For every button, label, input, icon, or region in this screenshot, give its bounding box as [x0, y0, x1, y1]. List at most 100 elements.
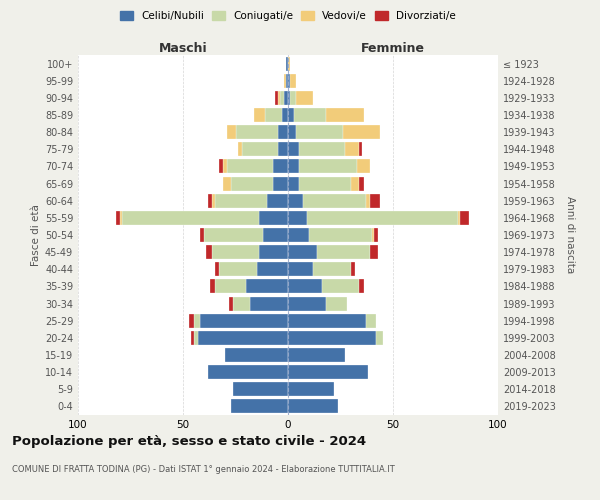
Bar [227, 125, 235, 139]
Bar [259, 245, 288, 259]
Bar [246, 280, 288, 293]
Text: Popolazione per età, sesso e stato civile - 2024: Popolazione per età, sesso e stato civil… [12, 435, 366, 448]
Bar [286, 74, 288, 88]
Bar [299, 142, 344, 156]
Bar [288, 280, 322, 293]
Bar [303, 194, 366, 207]
Bar [250, 296, 288, 310]
Bar [215, 280, 246, 293]
Bar [265, 108, 282, 122]
Bar [200, 314, 288, 328]
Bar [288, 74, 290, 88]
Bar [193, 331, 198, 345]
Bar [284, 91, 288, 105]
Bar [235, 125, 277, 139]
Bar [254, 108, 265, 122]
Bar [288, 382, 334, 396]
Bar [288, 211, 307, 225]
Bar [225, 348, 288, 362]
Bar [290, 74, 296, 88]
Bar [351, 262, 355, 276]
Bar [191, 331, 193, 345]
Bar [376, 331, 383, 345]
Bar [277, 125, 288, 139]
Bar [232, 400, 288, 413]
Bar [366, 194, 370, 207]
Bar [218, 262, 257, 276]
Bar [288, 348, 345, 362]
Bar [206, 245, 212, 259]
Bar [296, 125, 343, 139]
Bar [223, 160, 227, 173]
Bar [208, 194, 212, 207]
Bar [233, 382, 288, 396]
Bar [198, 331, 288, 345]
Bar [233, 296, 250, 310]
Bar [190, 314, 193, 328]
Bar [238, 142, 242, 156]
Bar [204, 228, 263, 242]
Bar [372, 228, 374, 242]
Bar [359, 142, 362, 156]
Bar [343, 125, 380, 139]
Bar [351, 176, 359, 190]
Bar [359, 280, 364, 293]
Bar [215, 262, 218, 276]
Bar [259, 211, 288, 225]
Y-axis label: Anni di nascita: Anni di nascita [565, 196, 575, 274]
Bar [211, 280, 215, 293]
Bar [277, 142, 288, 156]
Bar [288, 91, 290, 105]
Bar [366, 314, 376, 328]
Bar [218, 160, 223, 173]
Bar [288, 262, 313, 276]
Bar [374, 228, 379, 242]
Bar [275, 91, 277, 105]
Bar [242, 142, 277, 156]
Bar [313, 262, 351, 276]
Bar [288, 365, 368, 379]
Bar [358, 160, 370, 173]
Bar [122, 211, 259, 225]
Bar [277, 91, 280, 105]
Bar [460, 211, 469, 225]
Bar [359, 176, 364, 190]
Bar [458, 211, 460, 225]
Bar [208, 365, 288, 379]
Bar [326, 108, 364, 122]
Bar [309, 228, 372, 242]
Bar [200, 228, 204, 242]
Bar [212, 245, 259, 259]
Bar [193, 314, 200, 328]
Bar [288, 331, 376, 345]
Bar [288, 176, 299, 190]
Bar [263, 228, 288, 242]
Bar [257, 262, 288, 276]
Bar [296, 91, 313, 105]
Bar [370, 245, 379, 259]
Bar [288, 160, 299, 173]
Bar [288, 400, 338, 413]
Bar [232, 176, 274, 190]
Bar [288, 142, 299, 156]
Bar [288, 194, 303, 207]
Bar [212, 194, 215, 207]
Bar [288, 125, 296, 139]
Bar [267, 194, 288, 207]
Bar [288, 56, 290, 70]
Bar [326, 296, 347, 310]
Bar [288, 314, 366, 328]
Bar [274, 160, 288, 173]
Bar [274, 176, 288, 190]
Bar [307, 211, 458, 225]
Bar [284, 74, 286, 88]
Bar [288, 296, 326, 310]
Bar [288, 108, 295, 122]
Bar [280, 91, 284, 105]
Bar [229, 296, 233, 310]
Bar [282, 108, 288, 122]
Bar [286, 56, 288, 70]
Y-axis label: Fasce di età: Fasce di età [31, 204, 41, 266]
Text: Maschi: Maschi [158, 42, 208, 55]
Text: COMUNE DI FRATTA TODINA (PG) - Dati ISTAT 1° gennaio 2024 - Elaborazione TUTTITA: COMUNE DI FRATTA TODINA (PG) - Dati ISTA… [12, 465, 395, 474]
